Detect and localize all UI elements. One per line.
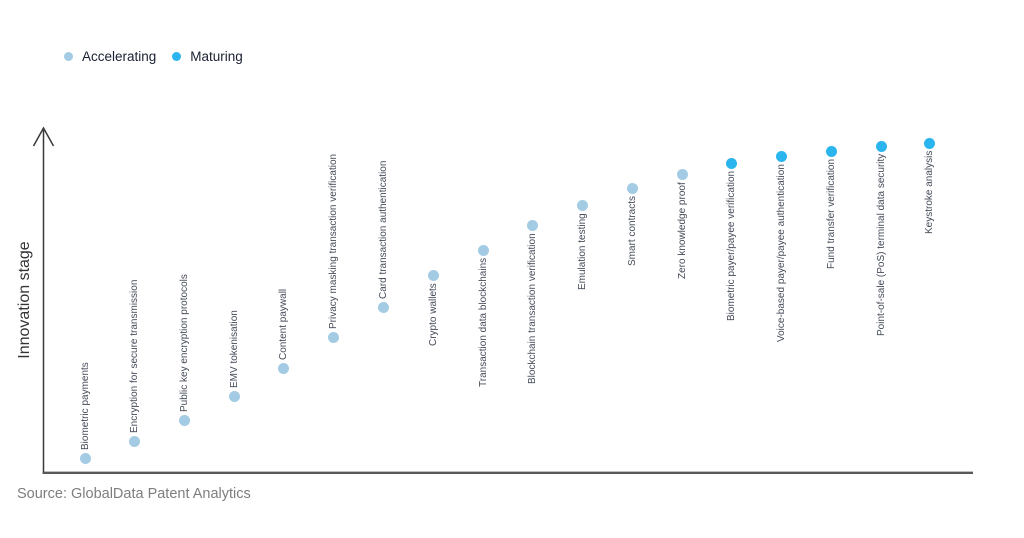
- point-marker: [576, 199, 588, 211]
- point-marker: [327, 331, 339, 343]
- point-label: Biometric payments: [79, 362, 91, 450]
- point-label: EMV tokenisation: [228, 310, 240, 388]
- point-marker: [79, 452, 91, 464]
- point-marker: [128, 435, 140, 447]
- y-axis-arrowhead-icon: [32, 126, 55, 147]
- point-label: Blockchain transaction verification: [526, 233, 538, 384]
- point-marker: [178, 414, 190, 426]
- point-label: Fund transfer verification: [825, 158, 837, 269]
- point-label: Content paywall: [277, 288, 289, 360]
- point-label: Smart contracts: [626, 195, 638, 266]
- point-label: Public key encryption protocols: [178, 274, 190, 412]
- point-marker: [825, 145, 837, 157]
- point-label: Card transaction authentication: [377, 160, 389, 299]
- point-marker: [923, 137, 935, 149]
- point-label: Transaction data blockchains: [477, 257, 489, 387]
- legend-item-maturing: Maturing: [172, 49, 243, 64]
- accelerating-dot-icon: [64, 52, 73, 61]
- legend-label: Accelerating: [82, 49, 157, 64]
- point-marker: [427, 269, 439, 281]
- point-marker: [676, 168, 688, 180]
- point-marker: [626, 182, 638, 194]
- point-marker: [526, 219, 538, 231]
- maturing-dot-icon: [172, 52, 182, 61]
- point-label: Emulation testing: [576, 213, 588, 290]
- source-caption: Source: GlobalData Patent Analytics: [17, 486, 251, 502]
- legend-item-accelerating: Accelerating: [64, 49, 156, 64]
- point-label: Zero knowledge proof: [676, 182, 688, 279]
- point-label: Biometric payer/payee verification: [725, 170, 737, 321]
- point-marker: [228, 390, 240, 402]
- point-marker: [377, 301, 389, 313]
- legend-label: Maturing: [190, 49, 243, 64]
- point-label: Voice-based payer/payee authentication: [775, 164, 787, 342]
- point-marker: [477, 244, 489, 256]
- point-label: Crypto wallets: [427, 283, 439, 346]
- point-marker: [725, 157, 737, 169]
- point-label: Privacy masking transaction verification: [327, 153, 339, 329]
- point-marker: [775, 150, 787, 162]
- point-marker: [875, 140, 887, 152]
- point-marker: [277, 362, 289, 374]
- point-label: Keystroke analysis: [923, 150, 935, 234]
- legend: Accelerating Maturing: [64, 49, 243, 64]
- point-label: Encryption for secure transmission: [128, 279, 140, 433]
- point-label: Point-of-sale (PoS) terminal data securi…: [875, 153, 887, 336]
